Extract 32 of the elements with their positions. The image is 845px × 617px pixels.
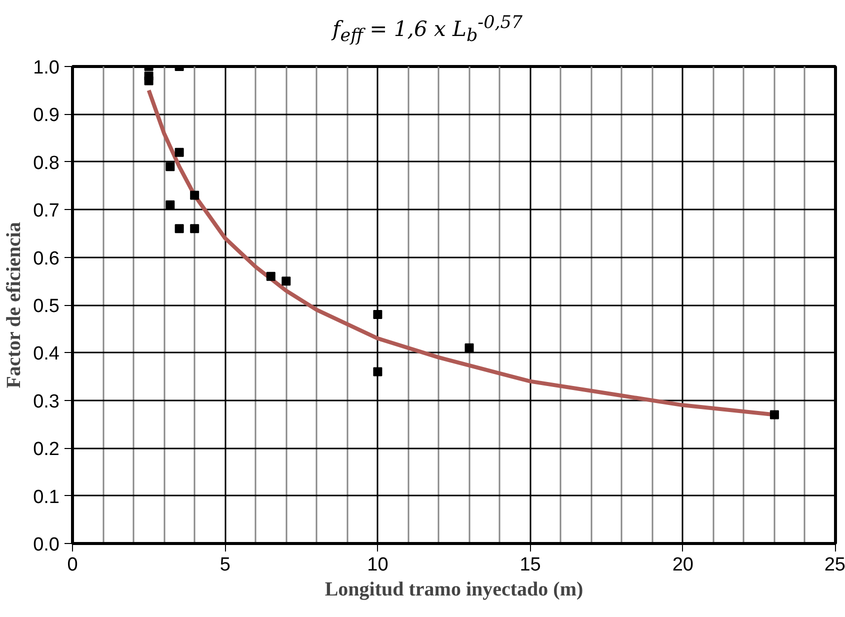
- point: [373, 310, 382, 320]
- y-tick-label: 0.8: [33, 152, 60, 174]
- y-tick-label: 0.2: [33, 439, 60, 460]
- y-tick-label: 0.7: [33, 200, 60, 222]
- x-tick-label: 25: [824, 554, 845, 576]
- point: [166, 200, 175, 210]
- point: [266, 272, 276, 281]
- x-tick-label: 0: [67, 554, 78, 576]
- x-tick-label: 20: [672, 554, 694, 576]
- point: [373, 367, 382, 376]
- point: [190, 190, 200, 200]
- point: [144, 76, 154, 86]
- point: [282, 276, 291, 286]
- y-tick-label: 1.0: [33, 58, 60, 78]
- x-axis-title: Longitud tramo inyectado (m): [324, 578, 584, 600]
- point: [190, 224, 200, 234]
- x-tick-label: 10: [367, 554, 388, 576]
- y-tick-label: 0.3: [33, 391, 60, 412]
- point: [174, 224, 184, 234]
- point: [770, 410, 779, 420]
- x-tick-label: 15: [520, 554, 541, 576]
- y-axis-title: Factor de eficiencia: [3, 222, 26, 388]
- y-tick-label: 0.5: [33, 296, 60, 317]
- x-tick-label: 5: [220, 554, 230, 576]
- y-tick-label: 0.4: [33, 344, 60, 365]
- point: [464, 343, 474, 352]
- point: [166, 162, 175, 172]
- y-tick-label: 0.9: [33, 105, 60, 126]
- point: [174, 148, 184, 157]
- y-tick-label: 0.1: [33, 486, 60, 508]
- y-tick-label: 0.6: [33, 248, 60, 270]
- y-tick-label: 0.0: [33, 534, 60, 556]
